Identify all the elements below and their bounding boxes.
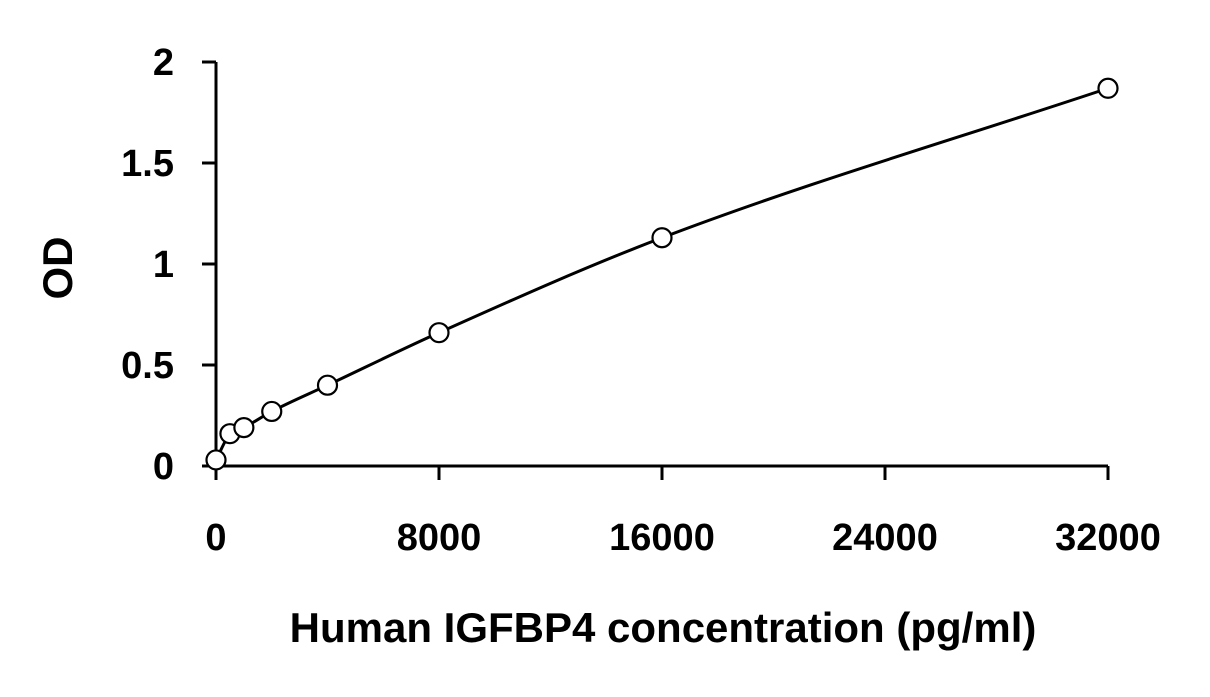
fit-curve xyxy=(214,86,1109,461)
y-ticks: 0 0.5 1 1.5 2 xyxy=(121,42,216,488)
y-tick-label: 0 xyxy=(153,446,174,488)
axes xyxy=(214,62,1108,468)
x-axis-title: Human IGFBP4 concentration (pg/ml) xyxy=(290,604,1037,651)
data-point xyxy=(651,227,673,249)
x-ticks: 0 8000 16000 24000 32000 xyxy=(205,466,1161,559)
data-point xyxy=(261,400,283,423)
data-point xyxy=(205,449,227,471)
data-point xyxy=(233,417,255,439)
y-axis-title: OD xyxy=(34,237,81,300)
x-tick-label: 8000 xyxy=(397,517,482,559)
x-tick-label: 16000 xyxy=(609,517,715,559)
data-point xyxy=(428,322,450,344)
x-tick-label: 32000 xyxy=(1055,517,1161,559)
data-point xyxy=(1097,77,1119,99)
y-tick-label: 1 xyxy=(153,244,174,286)
y-tick-label: 1.5 xyxy=(121,143,174,185)
y-tick-label: 2 xyxy=(153,42,174,84)
x-tick-label: 24000 xyxy=(832,517,938,559)
data-points xyxy=(205,77,1119,471)
data-point xyxy=(316,374,339,396)
y-tick-label: 0.5 xyxy=(121,345,174,387)
x-tick-label: 0 xyxy=(205,517,226,559)
